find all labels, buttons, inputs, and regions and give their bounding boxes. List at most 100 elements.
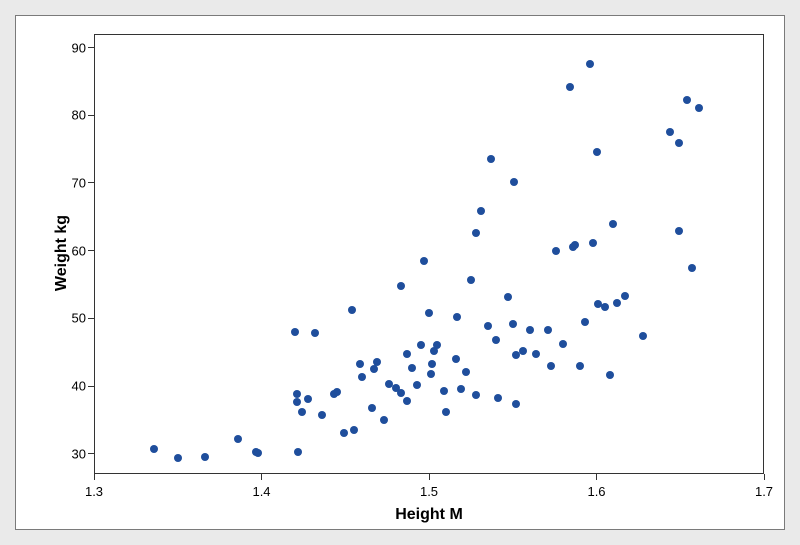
- y-tick-label: 40: [58, 379, 86, 394]
- data-point: [420, 257, 428, 265]
- y-tick-mark: [88, 318, 94, 319]
- data-point: [576, 362, 584, 370]
- data-point: [532, 350, 540, 358]
- data-point: [519, 347, 527, 355]
- data-point: [413, 381, 421, 389]
- y-tick-label: 80: [58, 108, 86, 123]
- data-point: [462, 368, 470, 376]
- data-point: [340, 429, 348, 437]
- data-point: [293, 390, 301, 398]
- data-point: [234, 435, 242, 443]
- y-tick-mark: [88, 386, 94, 387]
- data-point: [333, 388, 341, 396]
- data-point: [442, 408, 450, 416]
- data-point: [318, 411, 326, 419]
- data-point: [467, 276, 475, 284]
- data-point: [683, 96, 691, 104]
- data-point: [373, 358, 381, 366]
- x-tick-label: 1.4: [252, 484, 270, 499]
- x-tick-mark: [94, 474, 95, 480]
- data-point: [613, 299, 621, 307]
- scatter-plot: [94, 34, 764, 474]
- data-point: [484, 322, 492, 330]
- data-point: [254, 449, 262, 457]
- data-point: [408, 364, 416, 372]
- data-point: [666, 128, 674, 136]
- y-tick-mark: [88, 115, 94, 116]
- data-point: [397, 282, 405, 290]
- x-tick-mark: [261, 474, 262, 480]
- data-point: [688, 264, 696, 272]
- data-point: [586, 60, 594, 68]
- data-point: [428, 360, 436, 368]
- data-point: [547, 362, 555, 370]
- data-point: [510, 178, 518, 186]
- data-point: [487, 155, 495, 163]
- data-point: [453, 313, 461, 321]
- y-tick-label: 90: [58, 40, 86, 55]
- data-point: [440, 387, 448, 395]
- x-tick-mark: [596, 474, 597, 480]
- data-point: [452, 355, 460, 363]
- y-tick-mark: [88, 250, 94, 251]
- data-point: [201, 453, 209, 461]
- data-point: [581, 318, 589, 326]
- data-point: [403, 350, 411, 358]
- y-tick-label: 70: [58, 175, 86, 190]
- data-point: [559, 340, 567, 348]
- data-point: [150, 445, 158, 453]
- data-point: [427, 370, 435, 378]
- data-point: [403, 397, 411, 405]
- data-point: [291, 328, 299, 336]
- x-tick-label: 1.6: [587, 484, 605, 499]
- data-point: [566, 83, 574, 91]
- data-point: [695, 104, 703, 112]
- data-point: [397, 389, 405, 397]
- data-point: [348, 306, 356, 314]
- data-point: [417, 341, 425, 349]
- data-point: [526, 326, 534, 334]
- data-point: [358, 373, 366, 381]
- data-point: [593, 148, 601, 156]
- data-point: [589, 239, 597, 247]
- x-tick-mark: [764, 474, 765, 480]
- y-tick-mark: [88, 453, 94, 454]
- data-point: [512, 400, 520, 408]
- x-tick-label: 1.3: [85, 484, 103, 499]
- data-point: [298, 408, 306, 416]
- data-point: [504, 293, 512, 301]
- data-point: [494, 394, 502, 402]
- data-point: [477, 207, 485, 215]
- data-point: [472, 391, 480, 399]
- y-tick-label: 50: [58, 311, 86, 326]
- data-point: [621, 292, 629, 300]
- data-point: [675, 227, 683, 235]
- data-point: [571, 241, 579, 249]
- x-tick-label: 1.5: [420, 484, 438, 499]
- y-tick-label: 60: [58, 243, 86, 258]
- data-point: [311, 329, 319, 337]
- data-point: [433, 341, 441, 349]
- x-axis-label: Height M: [395, 506, 463, 524]
- data-point: [293, 398, 301, 406]
- data-point: [304, 395, 312, 403]
- data-point: [601, 303, 609, 311]
- data-point: [370, 365, 378, 373]
- data-point: [457, 385, 465, 393]
- data-point: [639, 332, 647, 340]
- data-point: [609, 220, 617, 228]
- chart-frame: Weight kg Height M 304050607080901.31.41…: [15, 15, 785, 530]
- data-point: [492, 336, 500, 344]
- y-tick-label: 30: [58, 446, 86, 461]
- data-point: [606, 371, 614, 379]
- data-point: [174, 454, 182, 462]
- data-point: [380, 416, 388, 424]
- y-tick-mark: [88, 182, 94, 183]
- data-point: [509, 320, 517, 328]
- data-point: [544, 326, 552, 334]
- data-point: [356, 360, 364, 368]
- data-point: [368, 404, 376, 412]
- data-point: [425, 309, 433, 317]
- data-point: [472, 229, 480, 237]
- y-tick-mark: [88, 47, 94, 48]
